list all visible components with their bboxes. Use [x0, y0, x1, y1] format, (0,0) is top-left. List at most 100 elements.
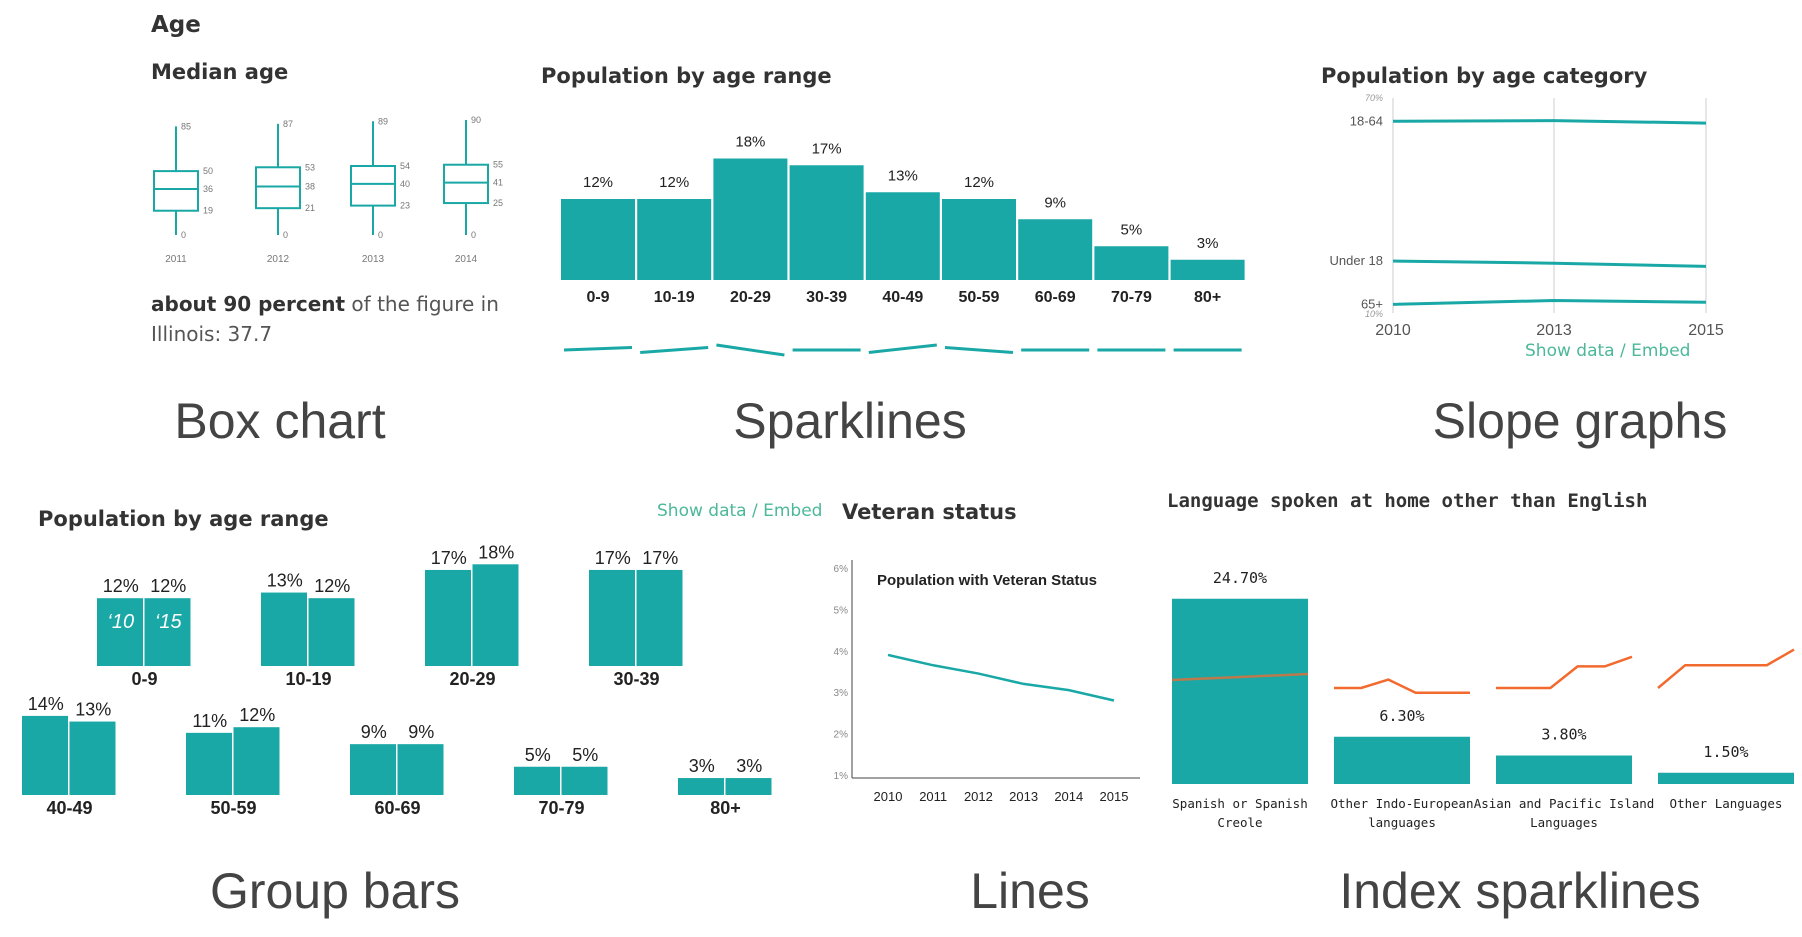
box-x-tick-label: 2013: [362, 254, 385, 265]
spark-bar-value-label: 12%: [659, 174, 689, 191]
spark-bar-value-label: 13%: [888, 167, 918, 184]
group-bar: [233, 727, 280, 795]
box-value-label-q3: 53: [305, 162, 315, 172]
index-bar-value-label: 6.30%: [1379, 707, 1424, 725]
slope-show-data-embed-link[interactable]: Show data / Embed: [1525, 341, 1691, 361]
box-note-bold: about 90 percent: [151, 292, 346, 316]
group-bar-value-label: 13%: [267, 571, 303, 591]
caption-index-sparklines: Index sparklines: [1339, 863, 1701, 919]
caption-box-chart: Box chart: [174, 393, 386, 449]
spark-bar-value-label: 12%: [583, 174, 613, 191]
spark-category-label: 80+: [1194, 289, 1221, 306]
group-bar-value-label: 17%: [431, 548, 467, 568]
spark-bar: [1094, 246, 1169, 280]
slope-series-label: Under 18: [1330, 253, 1383, 268]
index-sparkline: [1334, 678, 1470, 695]
lines-y-tick-label: 6%: [834, 564, 849, 575]
group-category-label: 70-79: [538, 798, 584, 818]
index-category-label: Languages: [1530, 815, 1598, 830]
lines-y-tick-label: 2%: [834, 730, 849, 741]
box-value-label-min: 0: [181, 230, 186, 240]
lines-x-tick-label: 2015: [1100, 789, 1129, 804]
index-category-label: languages: [1368, 815, 1436, 830]
group-bar: [636, 569, 683, 666]
group-bar-value-label: 3%: [689, 756, 715, 776]
spark-bar: [637, 199, 712, 280]
group-bar: [472, 564, 519, 666]
group-bar: [350, 744, 396, 795]
box-value-label-median: 40: [400, 179, 410, 189]
group-bar: [561, 766, 608, 795]
box-x-tick-label: 2014: [455, 254, 478, 265]
spark-bar-value-label: 18%: [735, 134, 765, 151]
group-bar: [589, 569, 635, 666]
index-chart-title: Language spoken at home other than Engli…: [1167, 490, 1648, 512]
index-category-label: Asian and Pacific Island: [1474, 796, 1655, 811]
group-bar-value-label: 5%: [572, 745, 598, 765]
spark-bar: [561, 199, 635, 280]
index-sparkline: [1657, 648, 1795, 689]
group-category-label: 10-19: [285, 669, 331, 689]
spark-category-label: 10-19: [654, 289, 695, 306]
group-bar-value-label: 13%: [75, 700, 111, 720]
sparkline: [868, 343, 937, 354]
index-bar-value-label: 1.50%: [1703, 743, 1748, 761]
group-bar: [725, 778, 772, 795]
box-note: about 90 percent of the figure in Illino…: [151, 289, 499, 349]
group-bar: [425, 569, 471, 666]
slope-x-tick-label: 2015: [1688, 322, 1724, 339]
group-series-label: ‘10: [107, 611, 134, 633]
sparkline: [563, 346, 633, 352]
slope-x-tick-label: 2010: [1375, 322, 1411, 339]
slope-series-line: [1392, 298, 1707, 306]
box-x-tick-label: 2012: [267, 254, 290, 265]
box-value-label-max: 90: [471, 115, 481, 125]
index-bar-value-label: 24.70%: [1213, 569, 1267, 587]
group-category-label: 30-39: [613, 669, 659, 689]
sparkline: [640, 346, 709, 354]
index-bar-value-label: 3.80%: [1541, 726, 1586, 744]
box-value-label-q1: 25: [493, 198, 503, 208]
group-series-label: ‘15: [155, 611, 183, 633]
spark-bar: [713, 158, 788, 280]
lines-x-tick-label: 2010: [874, 789, 903, 804]
group-bar: [397, 744, 444, 795]
group-bar-value-label: 12%: [150, 576, 186, 596]
box-chart-title: Median age: [151, 60, 289, 84]
lines-x-tick-label: 2014: [1054, 789, 1083, 804]
slope-y-min-label: 10%: [1365, 309, 1383, 319]
box-note-rest: of the figure in: [345, 292, 499, 316]
slope-series-label: 18-64: [1350, 113, 1383, 128]
group-bar: [69, 721, 116, 795]
spark-bar-value-label: 12%: [964, 174, 994, 191]
sparkline-chart-title: Population by age range: [541, 64, 832, 88]
box-value-label-q1: 23: [400, 201, 410, 211]
slope-series-label: 65+: [1361, 296, 1383, 311]
group-bar-value-label: 17%: [595, 548, 631, 568]
group-bar: [308, 598, 355, 666]
spark-category-label: 30-39: [806, 289, 847, 306]
group-category-label: 60-69: [374, 798, 420, 818]
box-value-label-median: 41: [493, 178, 503, 188]
spark-bar-value-label: 5%: [1121, 221, 1143, 238]
lines-x-tick-label: 2013: [1009, 789, 1038, 804]
group-bar-value-label: 12%: [103, 576, 139, 596]
spark-bar: [1018, 219, 1093, 280]
lines-y-tick-label: 4%: [834, 647, 849, 658]
group-category-label: 80+: [710, 798, 741, 818]
group-bar-value-label: 9%: [361, 722, 387, 742]
slope-y-max-label: 70%: [1365, 93, 1383, 103]
caption-slope-graphs: Slope graphs: [1432, 393, 1728, 449]
slope-chart-title: Population by age category: [1321, 64, 1648, 88]
box-iqr: [443, 163, 489, 205]
lines-y-tick-label: 3%: [834, 688, 849, 699]
box-value-label-q3: 50: [203, 166, 213, 176]
spark-category-label: 20-29: [730, 289, 771, 306]
group-show-data-embed-link[interactable]: Show data / Embed: [657, 501, 823, 521]
box-value-label-median: 38: [305, 181, 315, 191]
lines-x-tick-label: 2012: [964, 789, 993, 804]
box-value-label-median: 36: [203, 184, 213, 194]
index-bar: [1172, 598, 1308, 784]
box-value-label-q3: 55: [493, 160, 503, 170]
